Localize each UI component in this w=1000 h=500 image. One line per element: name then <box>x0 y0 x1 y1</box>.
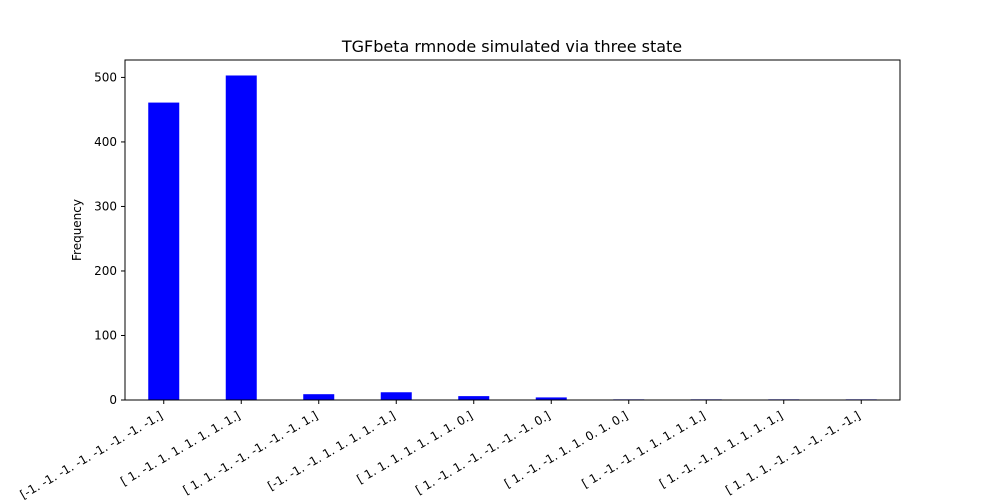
x-axis-ticks: [-1. -1. -1. -1. -1. -1. -1. -1.] [ 1. -1… <box>18 400 863 500</box>
y-axis-label: Frequency <box>70 199 84 261</box>
x-tick-label: [ 1. -1. -1. 1. 1. 1. 1. 1.] <box>657 408 785 490</box>
y-axis-ticks: 0 100 200 300 400 500 <box>94 70 125 407</box>
bar <box>535 397 567 400</box>
y-tick-label: 300 <box>94 199 117 213</box>
x-tick-label: [-1. -1. -1. -1. -1. -1. -1. -1.] <box>18 408 166 500</box>
x-tick-label: [-1. -1. -1. 1. 1. 1. 1. -1.] <box>265 408 398 493</box>
y-tick-label: 200 <box>94 264 117 278</box>
plot-frame <box>124 59 901 401</box>
x-tick-label: [ 1. 1. -1. -1. -1. -1. -1. 1.] <box>181 408 321 497</box>
x-tick-label: [ 1. -1. -1. 1. 1. 1. 1. 1.] <box>579 408 707 490</box>
y-tick-label: 500 <box>94 70 117 84</box>
y-tick-label: 100 <box>94 328 117 342</box>
bar <box>303 394 335 400</box>
chart-title: TGFbeta rmnode simulated via three state <box>341 37 682 56</box>
y-tick-label: 400 <box>94 135 117 149</box>
bars-group <box>148 75 877 401</box>
x-tick-label: [ 1. -1. 1. -1. -1. -1. -1. 0.] <box>413 408 553 497</box>
x-tick-label: [ 1. -1. -1. 1. 1. 0. 1. 0.] <box>502 408 630 490</box>
y-tick-label: 0 <box>109 393 117 407</box>
x-tick-label: [ 1. 1. 1. -1. -1. -1. -1. -1.] <box>723 408 863 497</box>
bar <box>380 392 412 400</box>
bar <box>148 102 180 401</box>
bar <box>225 75 257 400</box>
bar <box>458 396 490 400</box>
